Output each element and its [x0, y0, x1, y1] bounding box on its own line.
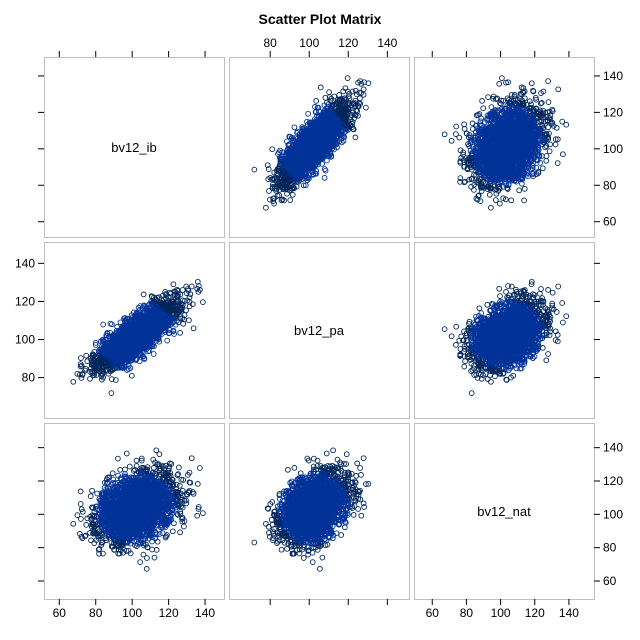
data-point [289, 191, 296, 198]
panel-bv12_nat-vs-bv12_nat [414, 423, 595, 600]
data-points [70, 75, 570, 572]
data-point [270, 198, 277, 204]
chart-title: Scatter Plot Matrix [259, 11, 382, 27]
data-point [344, 75, 351, 81]
points-bv12_ib-vs-bv12_pa [251, 75, 372, 211]
panel-frames [44, 57, 595, 600]
panel-bv12_ib-vs-bv12_ib [44, 57, 225, 238]
panel-bv12_pa-vs-bv12_pa [229, 242, 410, 419]
data-point [326, 89, 332, 95]
data-point [312, 104, 318, 110]
data-point [302, 182, 309, 189]
